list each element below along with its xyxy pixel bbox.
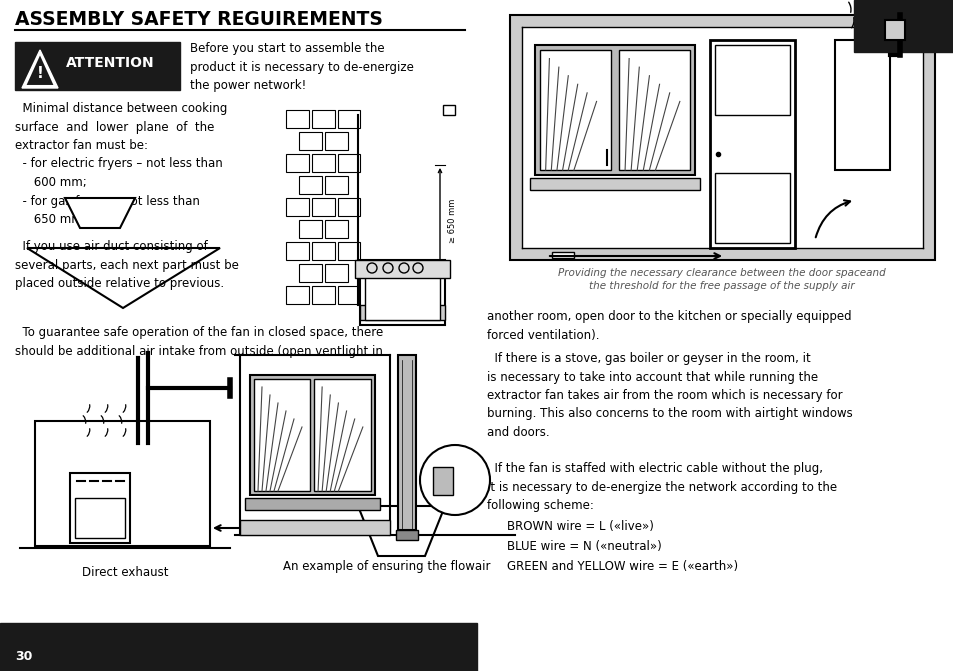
Bar	[286, 198, 309, 216]
Bar	[337, 242, 359, 260]
Bar	[298, 132, 322, 150]
Bar	[15, 42, 180, 90]
Bar	[337, 110, 359, 128]
Bar	[0, 623, 476, 671]
Bar	[250, 375, 375, 495]
Text: Before you start to assemble the
product it is necessary to de-energize
the powe: Before you start to assemble the product…	[190, 42, 414, 92]
Text: ATTENTION: ATTENTION	[66, 56, 154, 70]
Text: ≥ 650 mm: ≥ 650 mm	[448, 199, 456, 243]
Bar	[539, 50, 610, 170]
Bar	[884, 20, 904, 40]
Bar	[397, 355, 416, 530]
Bar	[312, 198, 335, 216]
Text: An example of ensuring the flowair: An example of ensuring the flowair	[283, 560, 490, 573]
Bar	[35, 421, 210, 546]
Bar	[286, 242, 309, 260]
Text: If the fan is staffed with electric cable without the plug,
it is necessary to d: If the fan is staffed with electric cabl…	[486, 462, 836, 512]
Bar	[312, 286, 335, 304]
Bar	[530, 178, 700, 190]
Text: Minimal distance between cooking
surface  and  lower  plane  of  the
extractor f: Minimal distance between cooking surface…	[15, 102, 227, 226]
Bar	[245, 498, 379, 510]
Bar	[337, 286, 359, 304]
Bar	[714, 45, 789, 115]
Text: !: !	[36, 66, 44, 81]
Text: another room, open door to the kitchen or specially equipped
forced ventilation): another room, open door to the kitchen o…	[486, 310, 851, 342]
Text: ASSEMBLY SAFETY REGUIREMENTS: ASSEMBLY SAFETY REGUIREMENTS	[15, 10, 382, 29]
Bar	[314, 379, 371, 491]
Text: BLUE wire = N («neutral»): BLUE wire = N («neutral»)	[506, 540, 661, 553]
Bar	[521, 27, 923, 248]
Bar	[853, 0, 953, 52]
Bar	[298, 264, 322, 282]
Bar	[286, 286, 309, 304]
FancyArrowPatch shape	[815, 200, 849, 238]
Bar	[552, 252, 574, 258]
Bar	[355, 260, 450, 278]
Bar	[298, 176, 322, 194]
Bar	[709, 40, 794, 248]
Text: GREEN and YELLOW wire = E («earth»): GREEN and YELLOW wire = E («earth»)	[506, 560, 738, 573]
Bar	[312, 154, 335, 172]
Bar	[312, 242, 335, 260]
Bar	[298, 220, 322, 238]
Polygon shape	[22, 50, 58, 88]
Polygon shape	[25, 53, 55, 86]
Bar	[253, 379, 310, 491]
Polygon shape	[357, 506, 444, 556]
Bar	[442, 105, 455, 115]
Bar	[365, 275, 439, 320]
Bar	[70, 473, 130, 543]
Bar	[286, 110, 309, 128]
Bar	[325, 220, 348, 238]
Text: EN: EN	[887, 634, 919, 654]
Bar	[337, 198, 359, 216]
Bar	[510, 15, 934, 260]
Bar	[325, 264, 348, 282]
Text: If there is a stove, gas boiler or geyser in the room, it
is necessary to take i: If there is a stove, gas boiler or geyse…	[486, 352, 852, 439]
Bar	[834, 40, 889, 170]
Bar	[75, 498, 125, 538]
Bar	[240, 520, 390, 535]
Text: If you use air duct consisting of
several parts, each next part must be
placed o: If you use air duct consisting of severa…	[15, 240, 238, 290]
Text: BROWN wire = L («live»): BROWN wire = L («live»)	[506, 520, 653, 533]
Text: Direct exhaust: Direct exhaust	[82, 566, 168, 579]
Bar	[395, 530, 417, 540]
Circle shape	[419, 445, 490, 515]
Bar	[325, 132, 348, 150]
Bar	[433, 467, 453, 495]
Bar	[359, 260, 444, 325]
Bar	[312, 110, 335, 128]
Bar	[714, 173, 789, 243]
Polygon shape	[65, 198, 135, 228]
Bar	[286, 154, 309, 172]
Bar	[535, 45, 695, 175]
Text: To guarantee safe operation of the fan in closed space, there
should be addition: To guarantee safe operation of the fan i…	[15, 326, 383, 358]
Bar	[618, 50, 689, 170]
Text: 30: 30	[15, 650, 32, 662]
Bar	[359, 305, 444, 320]
Bar	[325, 176, 348, 194]
Text: Providing the necessary clearance between the door spaceand
the threshold for th: Providing the necessary clearance betwee…	[558, 268, 885, 291]
Bar	[337, 154, 359, 172]
